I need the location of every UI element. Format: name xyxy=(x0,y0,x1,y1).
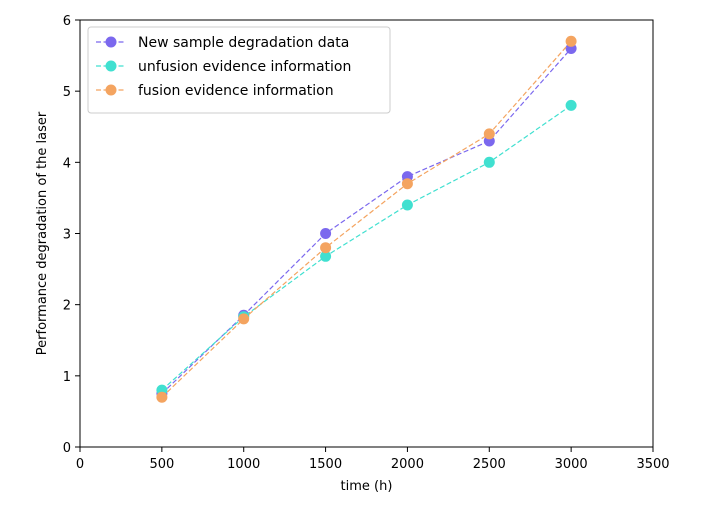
x-tick-label-6: 2500 xyxy=(473,457,506,472)
legend-marker-3 xyxy=(105,84,117,96)
data-point-s3-6 xyxy=(565,35,577,47)
data-point-s3-4 xyxy=(401,178,413,190)
axes-layer: 0 500 1000 1500 2000 2500 3000 3500 0 1 2 3 4 5 6 xyxy=(63,14,670,472)
legend-box xyxy=(87,26,391,114)
data-point-s2-3 xyxy=(320,250,332,262)
data-point-s3-2 xyxy=(238,313,250,325)
x-tick-label-1: 0 xyxy=(76,457,84,472)
y-tick-label-5: 4 xyxy=(63,156,71,171)
series-line-3 xyxy=(161,40,572,398)
data-point-s2-4 xyxy=(401,199,413,211)
legend-label-3: fusion evidence information xyxy=(138,83,334,99)
x-tick-label-3: 1000 xyxy=(227,457,260,472)
y-axis-label: Performance degradation of the laser xyxy=(35,111,50,355)
y-tick-label-2: 1 xyxy=(63,370,71,385)
legend-label-1: New sample degradation data xyxy=(138,35,349,51)
legend: New sample degradation data unfusion evid… xyxy=(87,26,391,114)
y-tick-label-1: 0 xyxy=(63,441,71,456)
x-axis-label: time (h) xyxy=(341,479,393,494)
x-tick-label-5: 2000 xyxy=(391,457,424,472)
legend-marker-1 xyxy=(105,36,117,48)
x-tick-label-4: 1500 xyxy=(309,457,342,472)
data-point-s1-3 xyxy=(320,228,332,239)
data-point-s2-5 xyxy=(483,156,495,168)
series-line-2 xyxy=(161,104,572,391)
legend-marker-2 xyxy=(105,60,117,72)
y-tick-label-6: 5 xyxy=(63,85,71,100)
x-tick-label-7: 3000 xyxy=(555,457,588,472)
data-point-s3-1 xyxy=(156,391,168,403)
y-tick-label-4: 3 xyxy=(63,228,71,243)
data-point-s2-6 xyxy=(565,99,577,111)
y-tick-label-7: 6 xyxy=(63,14,71,29)
data-point-s3-5 xyxy=(483,128,495,140)
legend-label-2: unfusion evidence information xyxy=(138,59,351,75)
y-tick-label-3: 2 xyxy=(63,299,71,314)
x-tick-label-8: 3500 xyxy=(636,457,669,472)
x-tick-label-2: 500 xyxy=(149,457,174,472)
data-layer xyxy=(156,35,577,403)
data-point-s3-3 xyxy=(320,242,332,254)
